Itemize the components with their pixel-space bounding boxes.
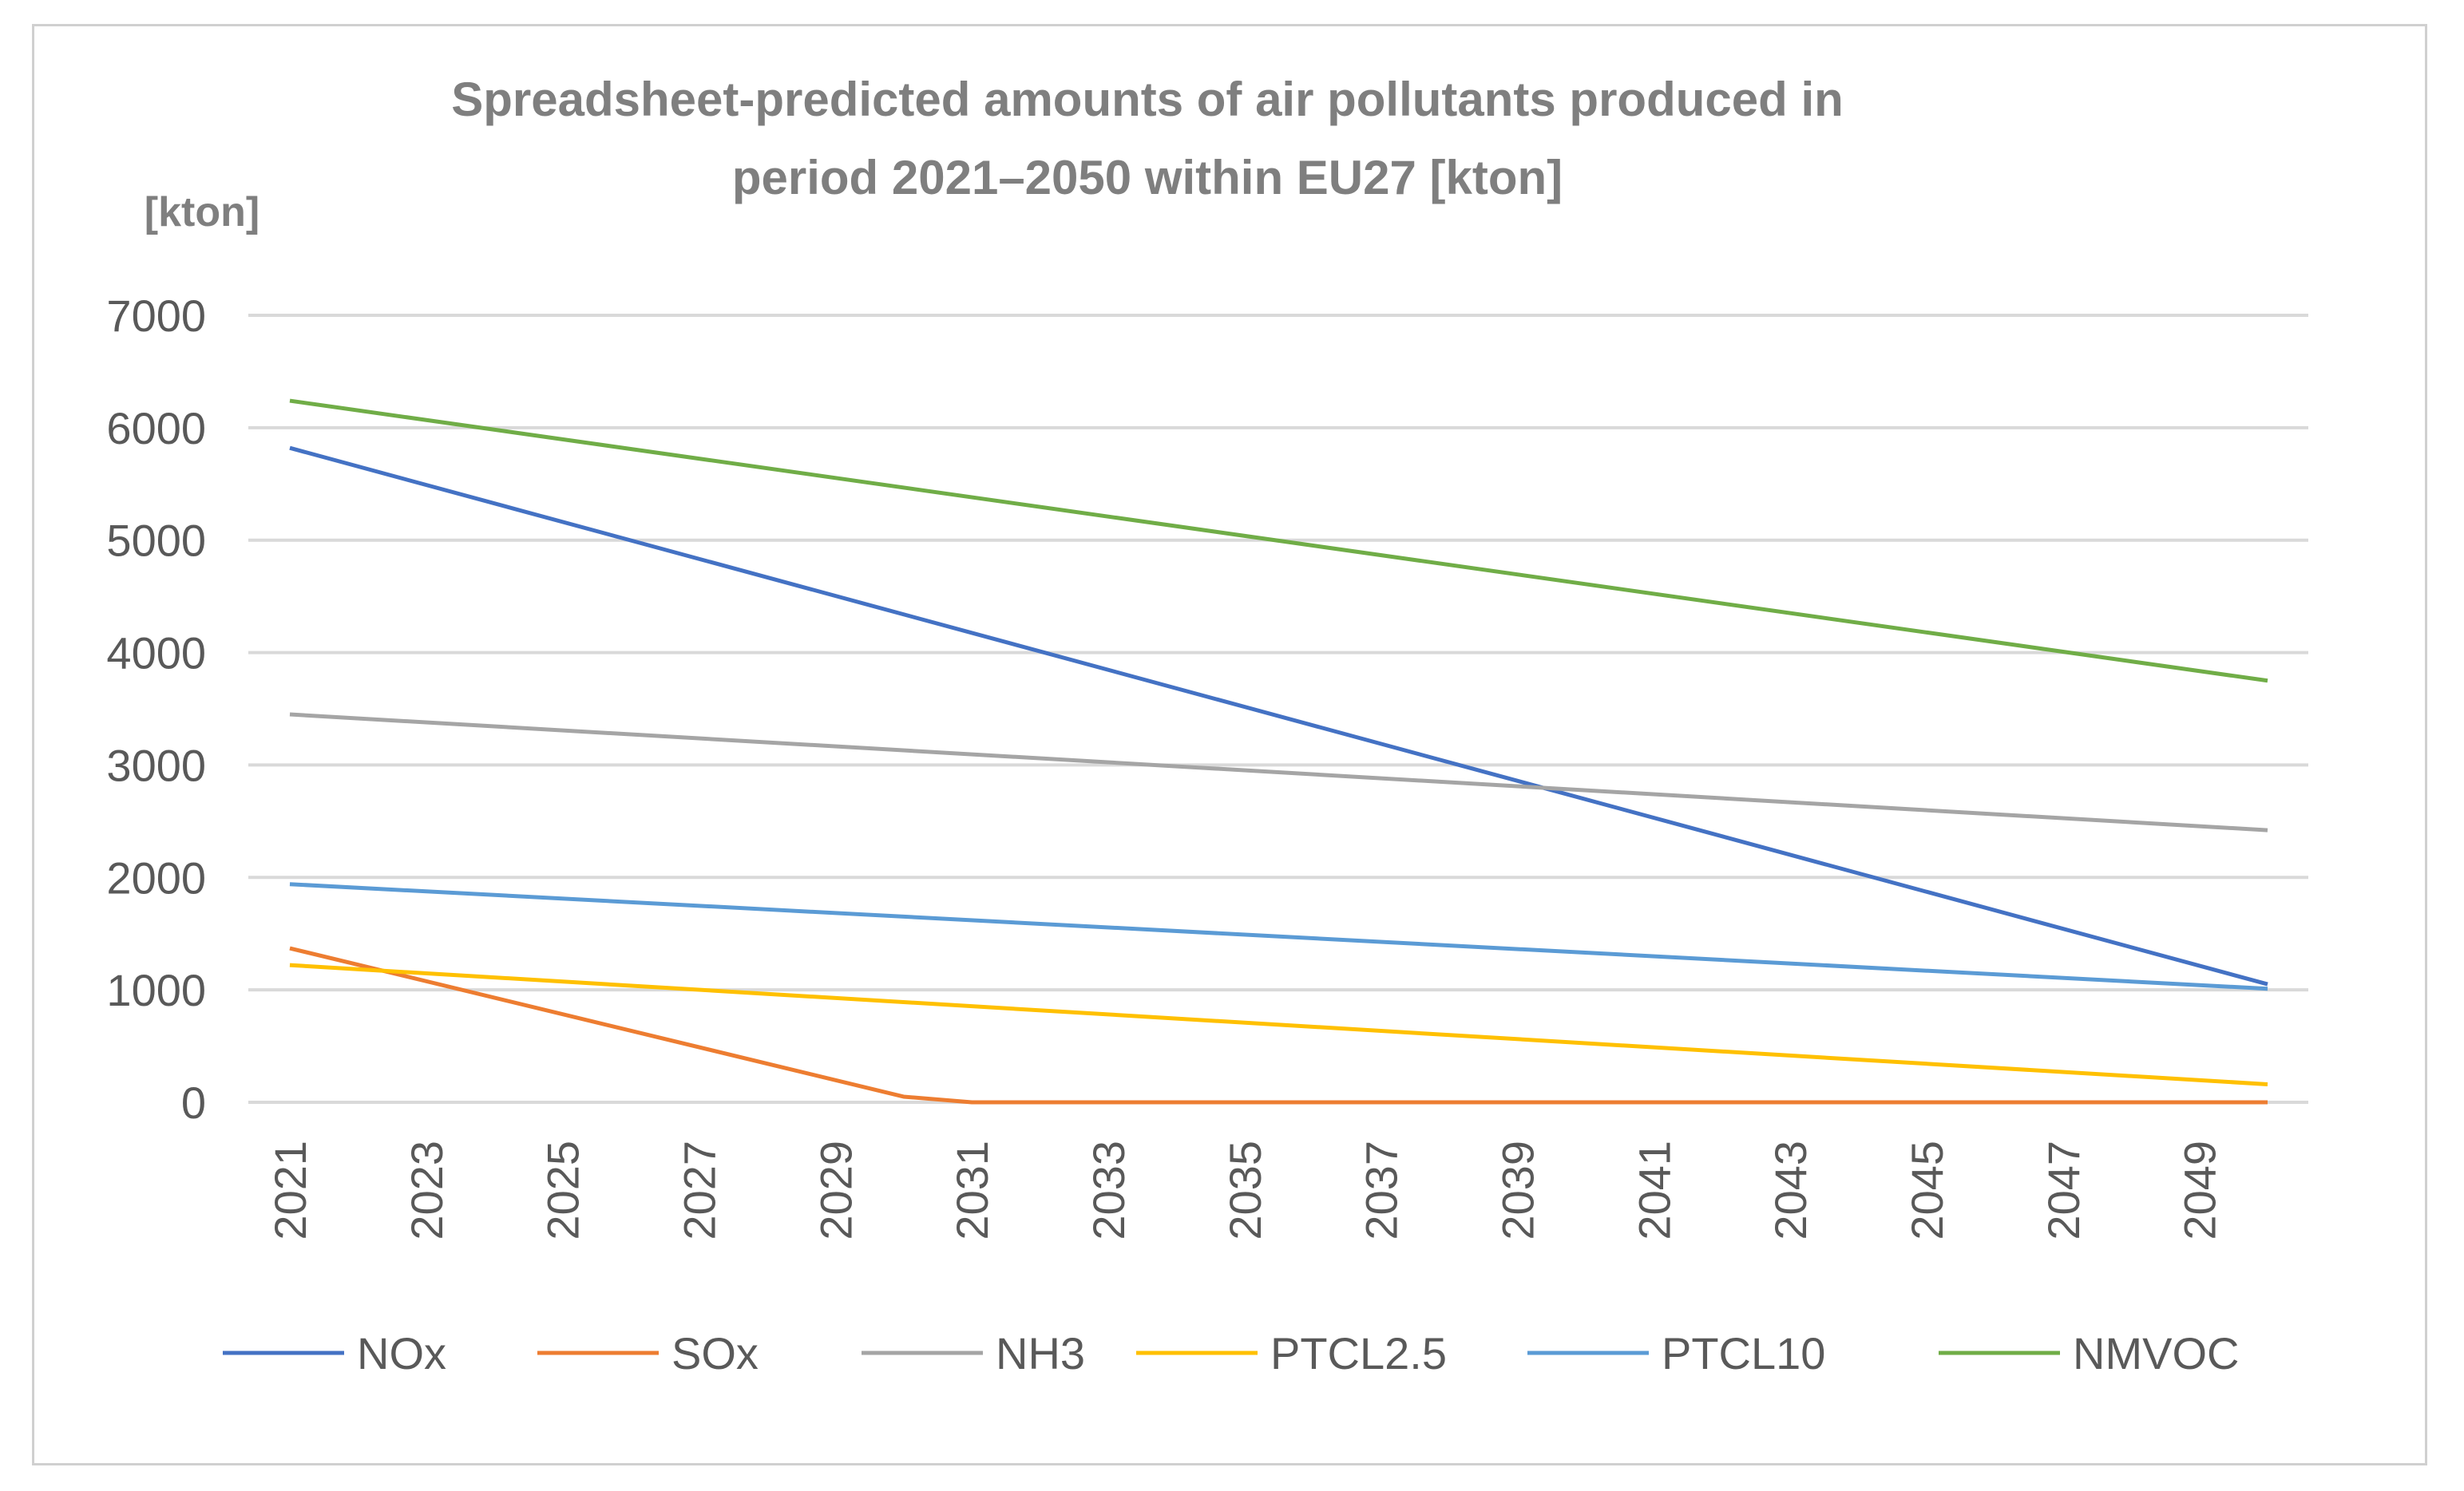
legend: NOx SOx NH3 PTCL2.5 PTCL10 NMVOC <box>223 1328 2239 1378</box>
series-line-nmvoc <box>289 398 2268 683</box>
y-tick-label: 4000 <box>106 628 206 678</box>
legend-label-sox: SOx <box>671 1328 759 1378</box>
x-tick-label: 2025 <box>538 1141 588 1240</box>
y-axis-label: [kton] <box>145 189 259 235</box>
x-tick-label: 2041 <box>1629 1141 1679 1240</box>
series-line-ptcl2-5 <box>289 963 2268 1086</box>
series-line-ptcl10 <box>289 882 2268 991</box>
y-tick-label: 2000 <box>106 852 206 903</box>
legend-label-ptcl2-5: PTCL2.5 <box>1270 1328 1447 1378</box>
x-tick-label: 2045 <box>1902 1141 1952 1240</box>
x-axis-ticks: 2021 2023 2025 2027 2029 2031 2033 2035 2037 2039… <box>265 1141 2225 1240</box>
y-axis-ticks: 0 1000 2000 3000 4000 5000 6000 7000 <box>106 291 206 1128</box>
legend-label-nmvoc: NMVOC <box>2073 1328 2239 1378</box>
x-tick-label: 2021 <box>265 1141 315 1240</box>
x-tick-label: 2043 <box>1765 1141 1816 1240</box>
y-tick-label: 1000 <box>106 965 206 1015</box>
y-tick-label: 3000 <box>106 740 206 790</box>
x-tick-label: 2033 <box>1083 1141 1134 1240</box>
y-tick-label: 0 <box>181 1078 206 1128</box>
series-line-nh3 <box>289 712 2268 833</box>
y-tick-label: 5000 <box>106 516 206 566</box>
x-tick-label: 2029 <box>810 1141 861 1240</box>
series-line-nox <box>289 445 2268 987</box>
chart-title-line: Spreadsheet-predicted amounts of air pol… <box>451 73 1844 126</box>
x-tick-label: 2035 <box>1220 1141 1270 1240</box>
y-tick-label: 6000 <box>106 403 206 453</box>
x-tick-label: 2027 <box>674 1141 724 1240</box>
x-tick-label: 2023 <box>402 1141 452 1240</box>
series-lines <box>289 398 2268 1105</box>
legend-label-nox: NOx <box>357 1328 446 1378</box>
chart-title: Spreadsheet-predicted amounts of air pol… <box>451 73 1844 204</box>
series-line-sox <box>289 946 2268 1105</box>
x-tick-label: 2031 <box>947 1141 997 1240</box>
x-tick-label: 2037 <box>1357 1141 1407 1240</box>
chart-title-line: period 2021–2050 within EU27 [kton] <box>732 151 1563 204</box>
legend-label-ptcl10: PTCL10 <box>1662 1328 1825 1378</box>
y-tick-label: 7000 <box>106 291 206 341</box>
x-tick-label: 2039 <box>1492 1141 1543 1240</box>
chart-svg: Spreadsheet-predicted amounts of air pol… <box>106 73 2308 1378</box>
chart-frame: Spreadsheet-predicted amounts of air pol… <box>32 24 2427 1465</box>
x-tick-label: 2049 <box>2175 1141 2225 1240</box>
gridlines <box>248 314 2308 1104</box>
x-tick-label: 2047 <box>2038 1141 2089 1240</box>
legend-label-nh3: NH3 <box>996 1328 1085 1378</box>
